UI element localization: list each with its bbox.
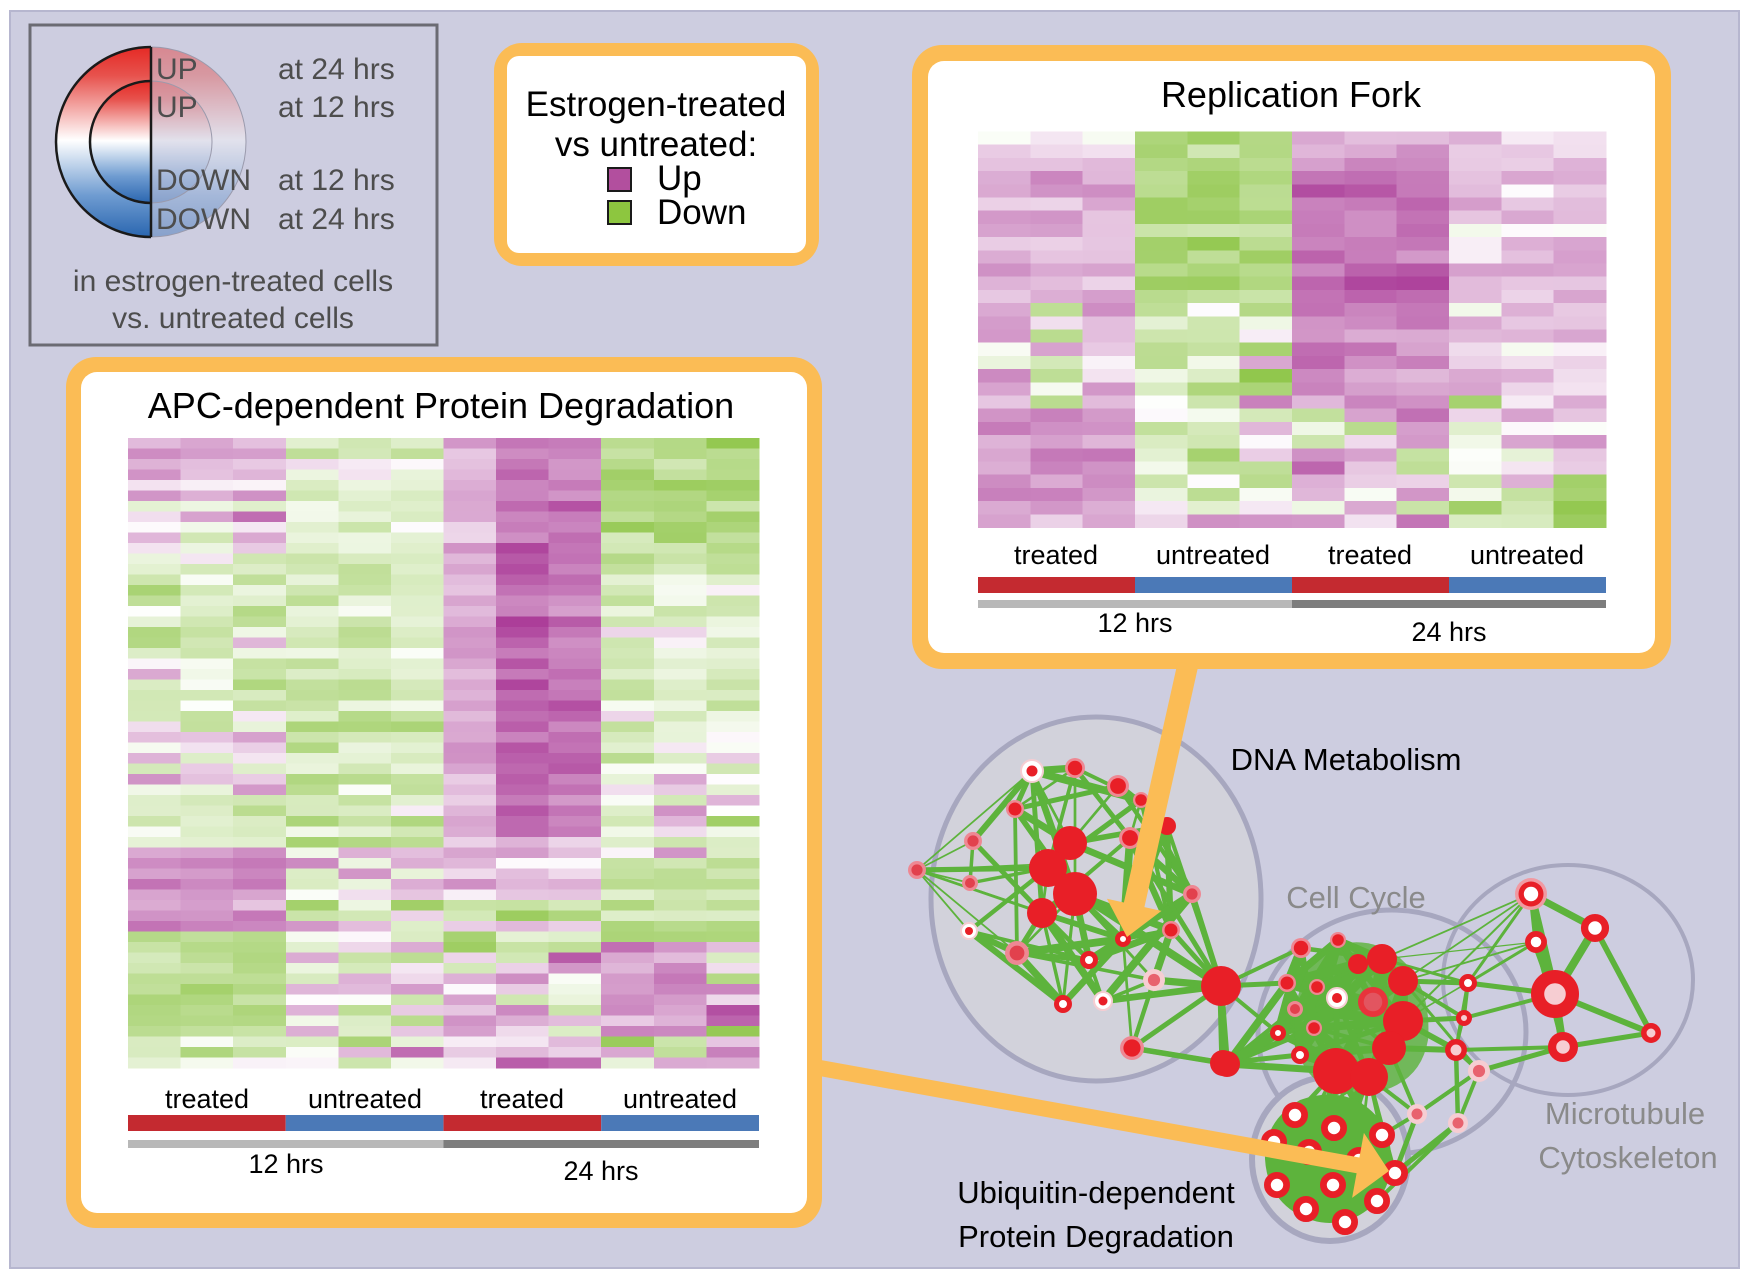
svg-text:24 hrs: 24 hrs (1411, 617, 1486, 647)
svg-text:at 24 hrs: at 24 hrs (278, 53, 395, 86)
svg-text:untreated: untreated (1470, 540, 1584, 570)
svg-text:12 hrs: 12 hrs (1097, 608, 1172, 638)
svg-text:vs untreated:: vs untreated: (555, 125, 757, 164)
svg-text:12 hrs: 12 hrs (248, 1149, 323, 1179)
svg-text:untreated: untreated (308, 1084, 422, 1114)
svg-text:at 12 hrs: at 12 hrs (278, 164, 395, 197)
svg-text:treated: treated (480, 1084, 564, 1114)
svg-text:vs. untreated cells: vs. untreated cells (112, 302, 354, 335)
svg-text:DNA Metabolism: DNA Metabolism (1231, 742, 1462, 777)
svg-text:treated: treated (1014, 540, 1098, 570)
svg-text:Up: Up (657, 159, 702, 198)
svg-text:Ubiquitin-dependent: Ubiquitin-dependent (957, 1175, 1235, 1210)
svg-text:at 12 hrs: at 12 hrs (278, 91, 395, 124)
svg-text:Microtubule: Microtubule (1545, 1096, 1705, 1131)
svg-text:treated: treated (165, 1084, 249, 1114)
svg-text:treated: treated (1328, 540, 1412, 570)
svg-text:DOWN: DOWN (156, 164, 251, 197)
svg-text:APC-dependent Protein Degradat: APC-dependent Protein Degradation (148, 385, 734, 426)
svg-text:Replication Fork: Replication Fork (1161, 74, 1422, 115)
svg-text:untreated: untreated (623, 1084, 737, 1114)
svg-text:DOWN: DOWN (156, 203, 251, 236)
svg-text:in estrogen-treated cells: in estrogen-treated cells (73, 265, 393, 298)
svg-text:Down: Down (657, 193, 746, 232)
svg-text:Estrogen-treated: Estrogen-treated (526, 85, 787, 124)
svg-text:Cytoskeleton: Cytoskeleton (1538, 1140, 1717, 1175)
svg-text:untreated: untreated (1156, 540, 1270, 570)
svg-text:Protein Degradation: Protein Degradation (958, 1219, 1234, 1254)
svg-text:UP: UP (156, 91, 198, 124)
svg-text:at 24 hrs: at 24 hrs (278, 203, 395, 236)
svg-text:Cell Cycle: Cell Cycle (1286, 880, 1426, 915)
svg-text:UP: UP (156, 53, 198, 86)
svg-text:24 hrs: 24 hrs (563, 1156, 638, 1186)
